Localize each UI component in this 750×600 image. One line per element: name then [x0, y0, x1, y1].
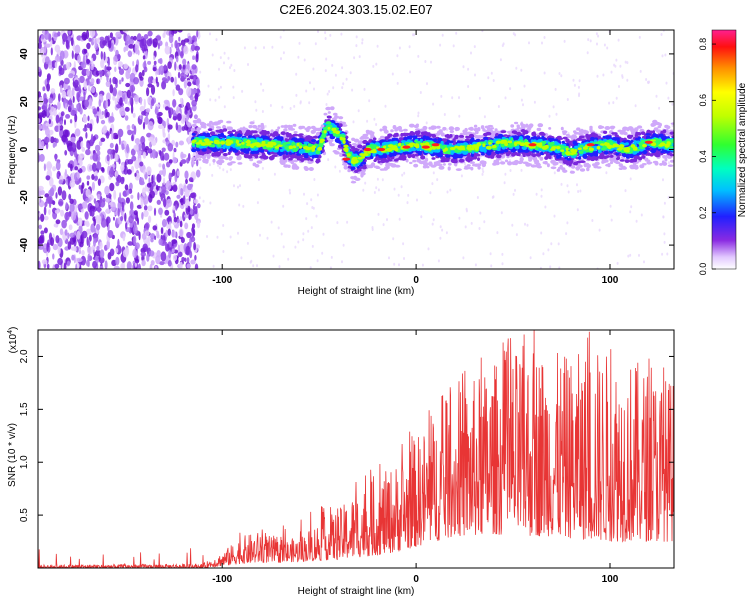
- spectrogram-ylabel: Frequency (Hz): [7, 116, 18, 185]
- snr-ylabel: SNR (10 * v/v): [7, 423, 18, 487]
- spectrogram-xtick-label: 100: [602, 275, 619, 286]
- snr-ytick-label: 0.5: [19, 508, 30, 522]
- snr-ytick-label: 1.5: [19, 402, 30, 416]
- spectrogram-panel: -100 0 100 -40 -20 0 20 40 Height of straight l…: [7, 29, 675, 297]
- spectrogram-xlabel: Height of straight line (km): [298, 286, 415, 297]
- snr-marks: [38, 330, 674, 568]
- spectrogram-xtick-label: -100: [212, 275, 232, 286]
- spectrogram-signal-band: [190, 106, 674, 184]
- spectrogram-noise: [38, 30, 674, 269]
- spectrogram-ytick-label: -20: [19, 190, 30, 205]
- spectrogram-marks: [38, 30, 674, 269]
- figure-title: C2E6.2024.303.15.02.E07: [279, 2, 432, 17]
- spectrogram-ticks: -100 0 100 -40 -20 0 20 40: [19, 30, 674, 286]
- snr-xtick-label: -100: [212, 574, 232, 585]
- spectrogram-ytick-label: 20: [19, 96, 30, 108]
- colorbar-tick-label: 0.8: [698, 38, 708, 51]
- snr-ticks: -100 0 100 0.5 1.0 1.5 2.0: [19, 330, 674, 585]
- spectrogram-xtick-label: 0: [413, 275, 419, 286]
- colorbar-tick-label: 0.4: [698, 150, 708, 163]
- colorbar-tick-label: 0.2: [698, 207, 708, 220]
- snr-xlabel: Height of straight line (km): [298, 586, 415, 597]
- snr-line: [38, 330, 674, 568]
- snr-xtick-label: 100: [602, 574, 619, 585]
- colorbar-gradient: [711, 29, 737, 270]
- snr-panel: -100 0 100 0.5 1.0 1.5 2.0 Height of straight …: [7, 327, 675, 597]
- snr-multiplier: (x104): [7, 327, 19, 354]
- colorbar-tick-label: 0.0: [698, 263, 708, 276]
- spectrogram-ytick-label: 0: [19, 146, 30, 152]
- snr-multiplier-base: (x10: [8, 333, 19, 353]
- colorbar-tick-label: 0.6: [698, 94, 708, 107]
- colorbar: 0.0 0.2 0.4 0.6 0.8 Normalized spectral ampl…: [698, 29, 748, 275]
- snr-frame: [37, 329, 675, 569]
- colorbar-label: Normalized spectral amplitude: [737, 82, 748, 217]
- snr-ytick-label: 2.0: [19, 349, 30, 363]
- snr-multiplier-exp: 4: [7, 330, 14, 334]
- colorbar-ticks: 0.0 0.2 0.4 0.6 0.8: [698, 38, 716, 275]
- spectrogram-ytick-label: 40: [19, 48, 30, 60]
- snr-xtick-label: 0: [413, 574, 419, 585]
- snr-ytick-label: 1.0: [19, 455, 30, 469]
- spectrogram-ytick-label: -40: [19, 237, 30, 252]
